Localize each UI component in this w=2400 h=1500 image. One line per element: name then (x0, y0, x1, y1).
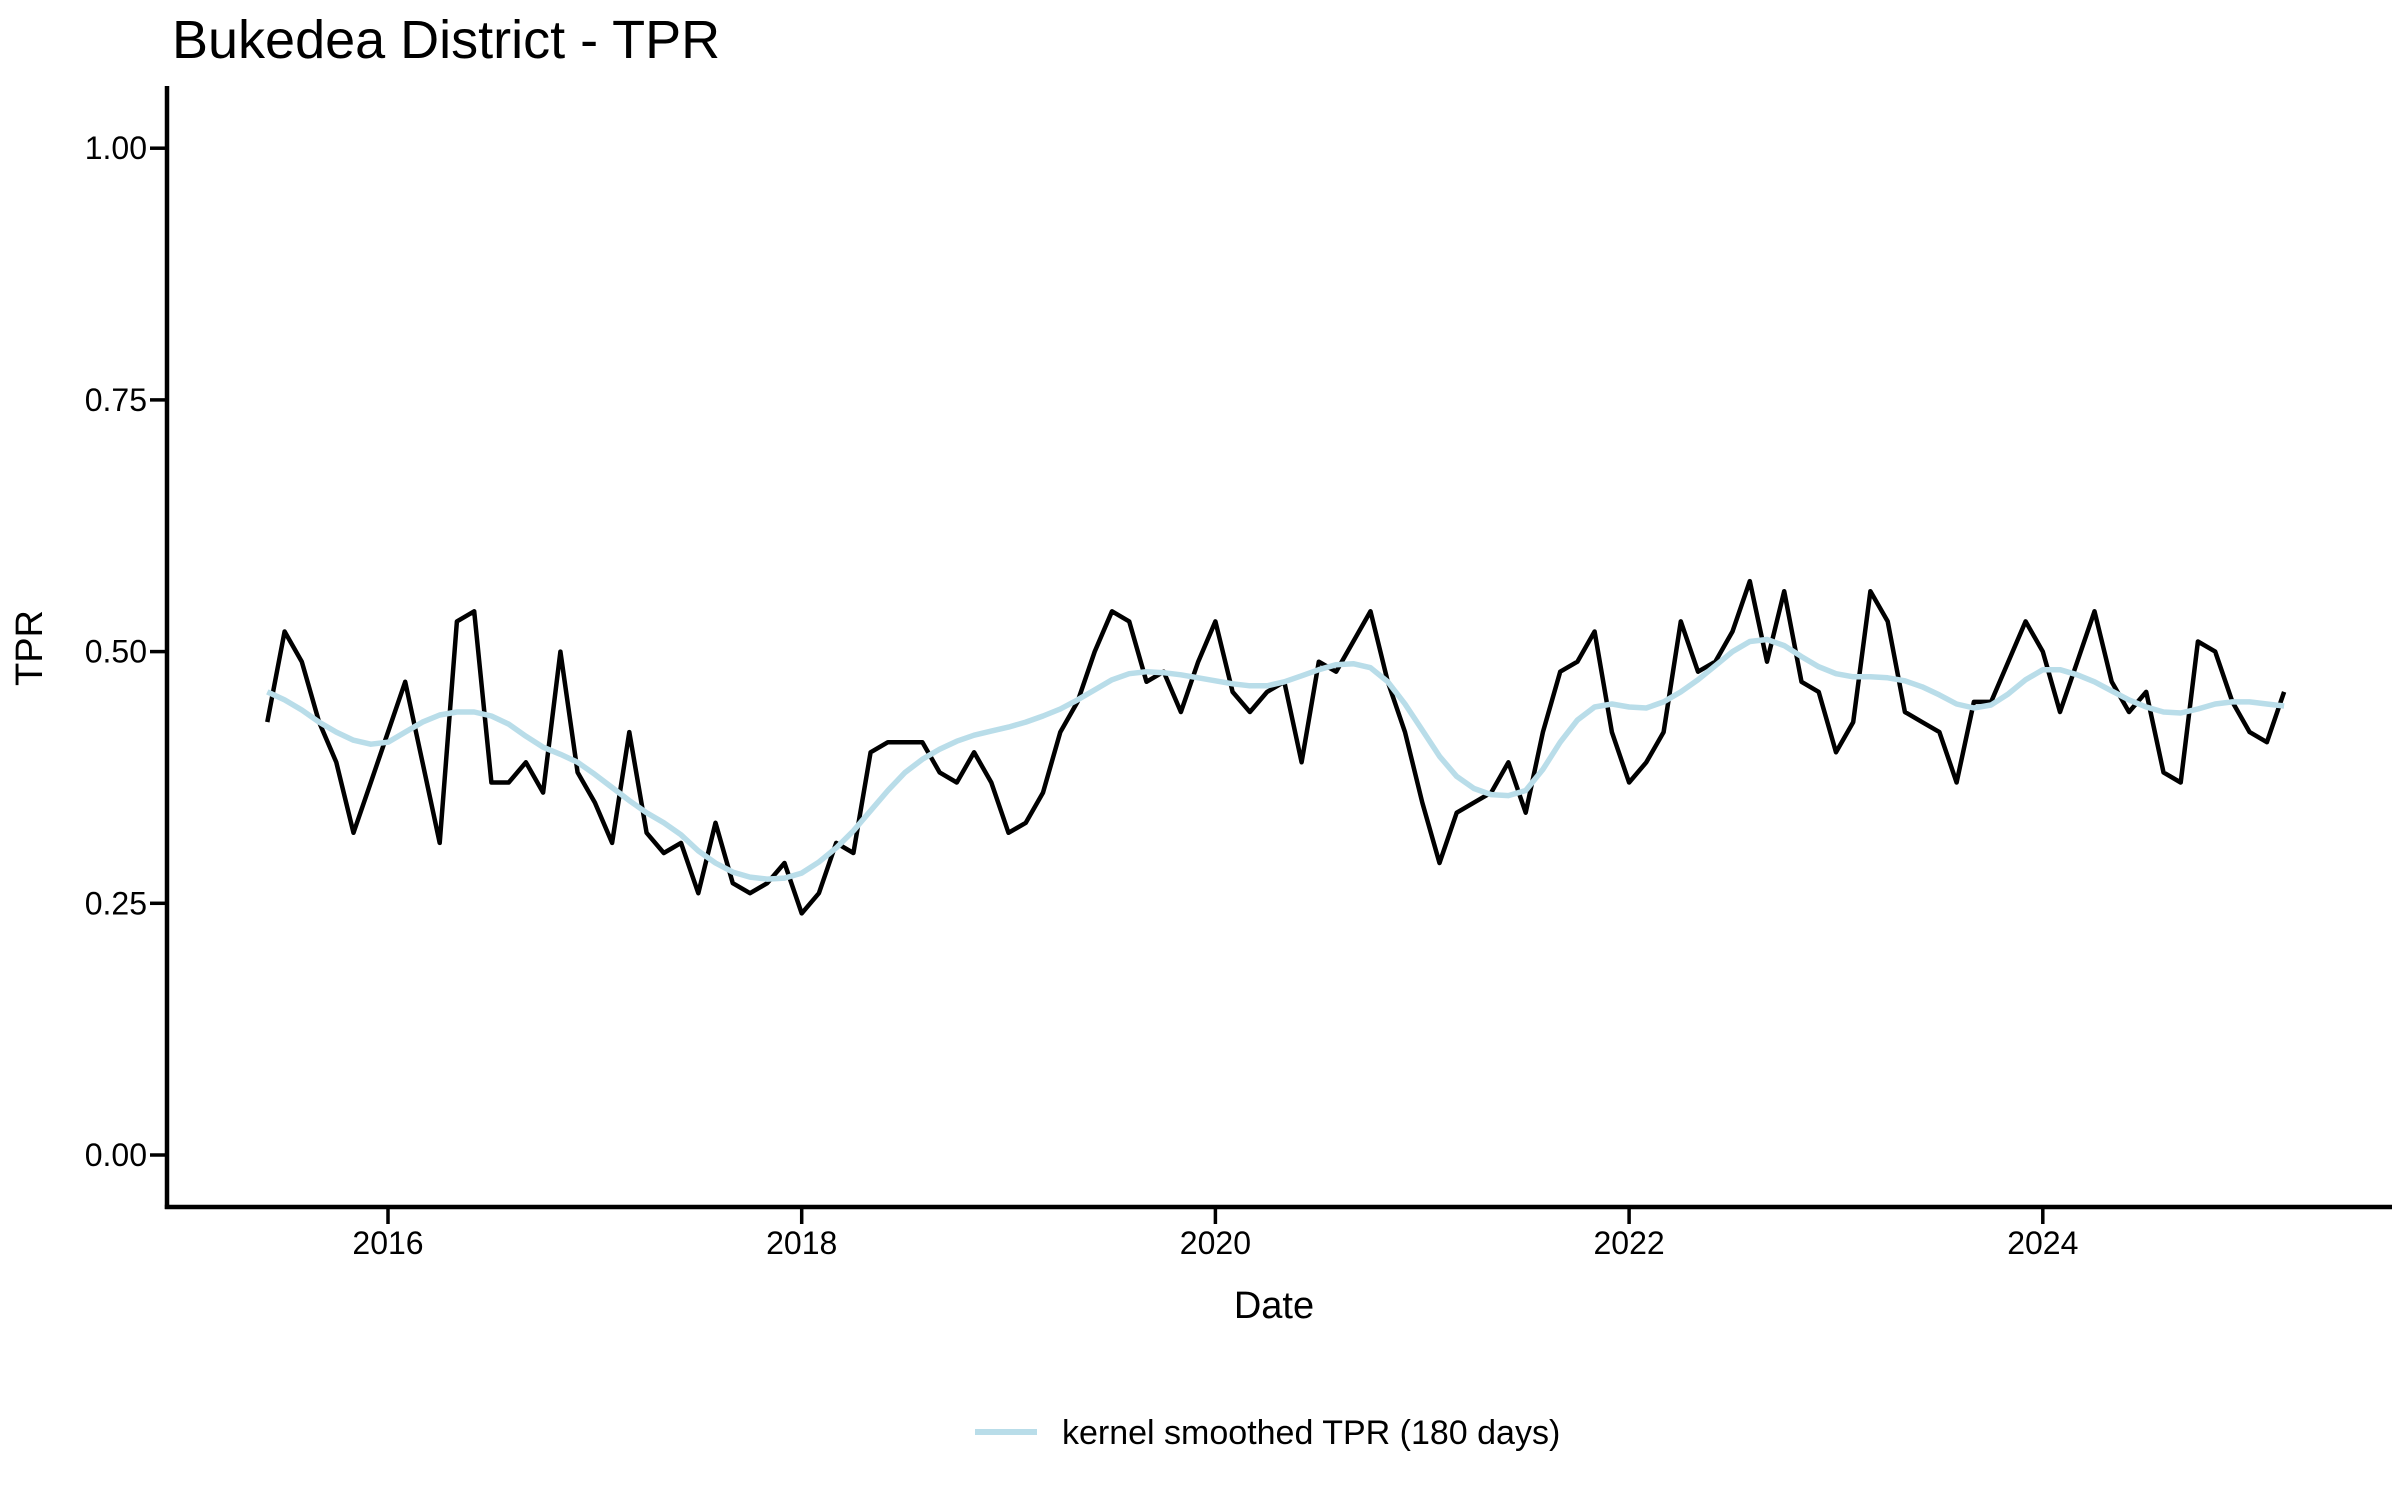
x-tick-label: 2020 (1180, 1225, 1251, 1261)
x-axis-ticks: 2016 2018 2020 2022 2024 (352, 1209, 2078, 1261)
smoothed-tpr-line (266, 636, 2285, 882)
y-axis-ticks: 0.00 0.25 0.50 0.75 1.00 (85, 130, 165, 1173)
y-tick-label: 0.50 (85, 634, 147, 670)
y-tick-label: 0.75 (85, 382, 147, 418)
series-lines (265, 578, 2287, 916)
x-tick-label: 2016 (352, 1225, 423, 1261)
x-tick-label: 2022 (1594, 1225, 1665, 1261)
y-tick-label: 0.00 (85, 1137, 147, 1173)
axes (164, 86, 2392, 1210)
x-tick-label: 2018 (766, 1225, 837, 1261)
y-tick-label: 0.25 (85, 885, 147, 921)
tpr-line (265, 578, 2287, 916)
page-title: Bukedea District - TPR (172, 10, 720, 70)
y-tick-label: 1.00 (85, 130, 147, 166)
x-tick-label: 2024 (2007, 1225, 2078, 1261)
y-axis-title: TPR (9, 610, 51, 686)
x-axis-title: Date (1234, 1285, 1314, 1327)
legend: kernel smoothed TPR (180 days) (975, 1414, 1560, 1452)
legend-label: kernel smoothed TPR (180 days) (1062, 1414, 1560, 1452)
